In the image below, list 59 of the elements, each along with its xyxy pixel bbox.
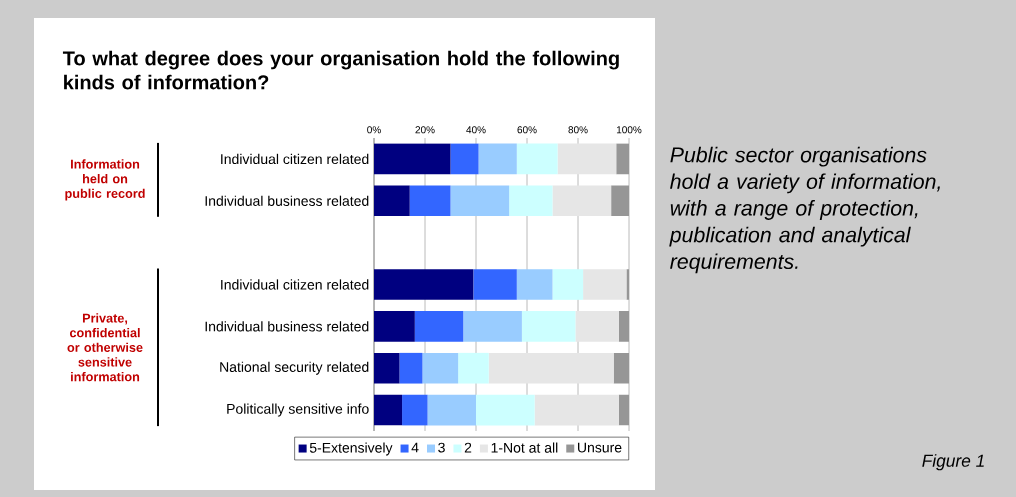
bar [374,185,410,217]
y-tick-label: Individual citizen related [221,153,369,165]
bar [450,185,510,217]
text: Public sector organisations hold a variety of information, with a range of protection, publication and analytical requirements. [669,146,940,274]
bar [521,311,576,342]
x-tick-label: 60% [517,126,537,134]
bar [473,269,517,300]
bar [374,143,451,175]
x-tick-label: 20% [415,126,435,134]
legend-label: 2 [464,442,472,453]
bar [414,311,464,342]
bar [488,352,614,384]
bar [575,311,619,342]
bar [458,352,489,384]
bar [611,185,630,217]
x-tick-label: 40% [466,126,486,134]
legend-label: 3 [438,442,445,453]
bar [516,143,558,175]
bar [463,311,522,342]
bar [613,352,630,384]
bar [534,394,619,426]
bar [450,143,479,175]
x-tick-label: 0% [367,126,381,134]
chart-title: To what degree does your organisation hold the following kinds of information? [62,50,619,90]
bar [516,269,553,300]
bar [583,269,627,300]
legend-label: Unsure [578,442,622,453]
caption: Figure 1 [922,454,984,471]
bar [557,143,617,175]
bar [409,185,451,217]
bar [374,352,400,384]
y-tick-label: Politically sensitive info [227,403,369,417]
x-tick-label: 80% [568,126,588,134]
bar [427,394,476,426]
bar [374,394,403,426]
bar [399,352,423,384]
legend-label: 1-Not at all [491,442,558,453]
legend-label: 5-Extensively [309,442,393,456]
bar [618,311,630,342]
bar [374,311,415,342]
y-tick-label: Individual citizen related [221,279,369,290]
y-tick-label: Individual business related [205,195,369,206]
legend-label: 4 [411,442,419,453]
bar [552,185,612,217]
bar [422,352,459,384]
bar [402,394,428,426]
bar [618,394,630,426]
text: Private, confidential or otherwise sensitive information [67,313,143,382]
x-tick-label: 100% [616,126,642,134]
bar [374,269,474,300]
bar [478,143,517,175]
bar [476,394,535,426]
text: Information held on public record [65,159,145,201]
bar [509,185,553,217]
y-tick-label: Individual business related [205,321,369,332]
bar [552,269,584,300]
bar [626,269,630,300]
bar [616,143,630,175]
y-tick-label: National security related [220,361,369,375]
